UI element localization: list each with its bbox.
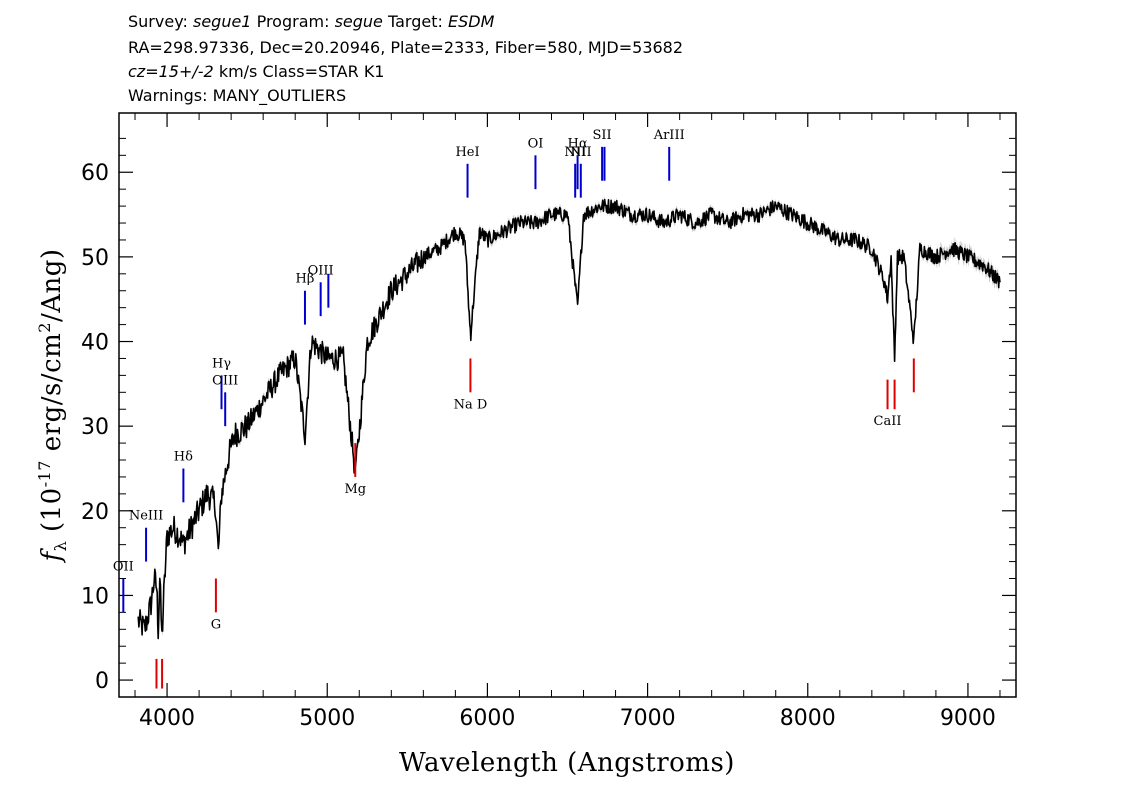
axis-ticks (119, 113, 1016, 697)
header-line-1: Survey: segue1 Program: segue Target: ES… (128, 12, 494, 32)
x-tick-label: 8000 (780, 706, 836, 731)
error-band-fill (138, 195, 1000, 643)
emission-line-label: SII (593, 128, 612, 143)
x-tick-label: 5000 (299, 706, 355, 731)
y-tick-label: 0 (95, 669, 109, 694)
emission-line-label: NeIII (129, 509, 163, 524)
program-value: segue (334, 12, 383, 31)
target-value: ESDM (447, 12, 495, 31)
survey-label: Survey: (128, 12, 188, 31)
x-tick-label: 6000 (459, 706, 515, 731)
y-tick-label: 10 (81, 584, 109, 609)
emission-line-label: Hδ (174, 449, 193, 464)
y-tick-label: 40 (81, 331, 109, 356)
y-tick-label: 20 (81, 500, 109, 525)
emission-line-label: ArIII (653, 128, 685, 143)
emission-line-label: Hβ (296, 272, 315, 287)
plot-frame (118, 112, 1017, 698)
absorption-line-label: Mg (344, 482, 366, 497)
y-axis-title: fλ (10-17 erg/s/cm2/Ang) (35, 248, 70, 563)
program-label: Program: (256, 12, 330, 31)
plot-border (118, 112, 1017, 698)
absorption-line-label: G (211, 617, 221, 632)
emission-line-label: Hα (568, 136, 588, 151)
header-line-4: Warnings: MANY_OUTLIERS (128, 86, 347, 105)
emission-line-label: NII (570, 145, 592, 160)
x-tick-label: 7000 (620, 706, 676, 731)
header-line-2: RA=298.97336, Dec=20.20946, Plate=2333, … (128, 38, 684, 57)
emission-line-label: OII (113, 560, 134, 575)
error-band (138, 195, 1000, 643)
emission-line-label: OIII (212, 373, 238, 388)
emission-line-label: OIII (308, 263, 334, 278)
x-axis-title: Wavelength (Angstroms) (399, 748, 735, 778)
emission-line-label: NII (564, 145, 586, 160)
header-line-3: cz=15+/-2 km/s Class=STAR K1 (128, 62, 384, 82)
class-value: km/s Class=STAR K1 (218, 62, 385, 81)
svg-text:fλ (10-17 erg/s/cm2/Ang): fλ (10-17 erg/s/cm2/Ang) (35, 248, 70, 563)
absorption-line-label: CaII (874, 414, 902, 429)
target-label: Target: (388, 12, 443, 31)
x-tick-label: 4000 (139, 706, 195, 731)
y-tick-label: 50 (81, 246, 109, 271)
spectrum-line (137, 198, 1001, 640)
emission-line-label: OI (528, 136, 544, 151)
survey-value: segue1 (192, 12, 252, 31)
emission-line-label: HeI (455, 145, 479, 160)
spectrum-series (137, 198, 1001, 640)
y-tick-label: 30 (81, 415, 109, 440)
axis-tick-labels: 4000 5000 6000 7000 8000 9000 0 10 20 30 40 50 60 (81, 161, 996, 731)
x-tick-label: 9000 (940, 706, 996, 731)
y-tick-label: 60 (81, 161, 109, 186)
redshift-value: cz=15+/-2 (128, 62, 214, 81)
absorption-line-markers: G Mg Na D CaII (155, 358, 915, 689)
emission-line-label: Hγ (212, 356, 231, 371)
absorption-line-label: Na D (454, 397, 488, 412)
